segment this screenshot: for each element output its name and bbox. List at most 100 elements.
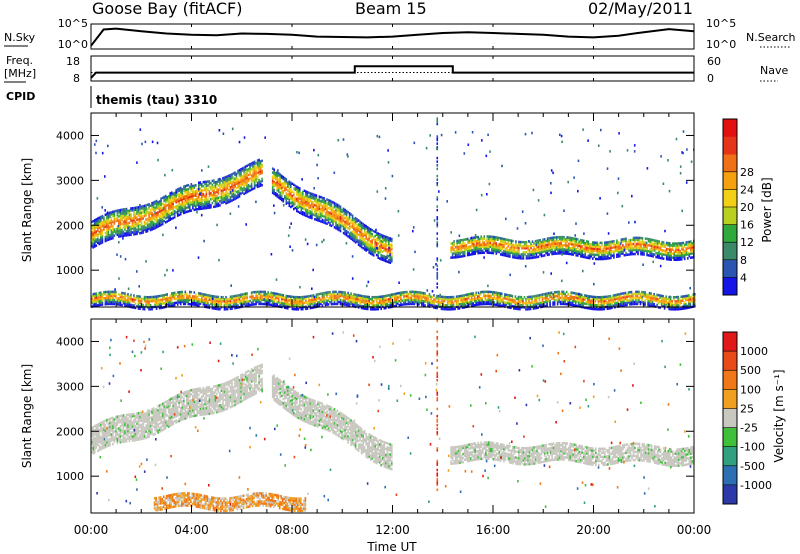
scatter-cell bbox=[463, 296, 465, 299]
scatter-cell bbox=[101, 231, 104, 234]
scatter-cell bbox=[311, 214, 313, 218]
scatter-cell bbox=[134, 214, 137, 218]
scatter-cell bbox=[372, 248, 375, 251]
scatter-cell bbox=[232, 178, 235, 181]
scatter-cell bbox=[229, 177, 232, 181]
scatter-cell bbox=[184, 201, 187, 204]
scatter-cell bbox=[530, 244, 532, 248]
scatter-cell bbox=[490, 296, 493, 300]
scatter-cell bbox=[632, 246, 635, 250]
scatter-cell bbox=[110, 233, 113, 236]
scatter-cell bbox=[356, 218, 358, 221]
scatter-cell bbox=[486, 235, 489, 238]
scatter-cell bbox=[107, 234, 110, 237]
scatter-cell bbox=[265, 294, 268, 298]
scatter-cell bbox=[404, 299, 407, 302]
scatter-cell bbox=[409, 298, 411, 302]
scatter-cell bbox=[110, 217, 113, 220]
scatter-cell bbox=[608, 250, 611, 254]
scatter-cell bbox=[121, 210, 123, 213]
scatter-cell bbox=[638, 246, 641, 250]
scatter-cell bbox=[451, 256, 454, 259]
scatter-cell bbox=[314, 218, 316, 221]
scatter-cell bbox=[682, 249, 684, 253]
scatter-cell bbox=[469, 294, 471, 298]
scatter-cell bbox=[187, 200, 190, 203]
scatter-cell bbox=[601, 253, 603, 257]
scatter-cell bbox=[176, 192, 179, 195]
scatter-cell bbox=[380, 253, 382, 257]
scatter-cell bbox=[448, 298, 450, 301]
scatter-cell bbox=[480, 235, 482, 238]
scatter-cell bbox=[458, 297, 461, 300]
scatter-cell bbox=[97, 227, 99, 230]
scatter-cell bbox=[551, 244, 553, 248]
scatter-cell bbox=[133, 300, 135, 303]
scatter-cell bbox=[300, 198, 303, 201]
scatter-cell bbox=[164, 303, 167, 307]
scatter-cell bbox=[661, 253, 663, 256]
scatter-cell bbox=[139, 301, 141, 304]
scatter-cell bbox=[106, 300, 108, 304]
scatter-cell bbox=[451, 308, 453, 311]
scatter-cell bbox=[455, 297, 458, 300]
scatter-cell bbox=[222, 180, 224, 184]
scatter-cell bbox=[314, 297, 316, 301]
scatter-cell bbox=[133, 206, 135, 210]
scatter-cell bbox=[179, 298, 182, 302]
scatter-cell bbox=[524, 241, 526, 244]
scatter-cell bbox=[287, 201, 289, 204]
scatter-cell bbox=[360, 243, 363, 247]
scatter-cell bbox=[306, 301, 309, 304]
scatter-cell bbox=[470, 294, 473, 297]
scatter-cell bbox=[181, 300, 184, 304]
scatter-cell bbox=[659, 248, 662, 252]
scatter-cell bbox=[353, 229, 355, 233]
scatter-cell bbox=[285, 296, 288, 300]
scatter-cell bbox=[457, 253, 460, 257]
scatter-cell bbox=[377, 297, 379, 301]
scatter-cell bbox=[160, 199, 162, 202]
scatter-cell bbox=[342, 219, 345, 223]
scatter-cell bbox=[440, 295, 443, 298]
scatter-cell bbox=[164, 293, 167, 297]
scatter-cell bbox=[179, 202, 182, 206]
scatter-cell bbox=[294, 295, 297, 299]
scatter-cell bbox=[300, 304, 303, 307]
scatter-cell bbox=[638, 240, 641, 244]
scatter-cell bbox=[478, 243, 481, 247]
scatter-cell bbox=[469, 247, 472, 250]
scatter-cell bbox=[371, 300, 373, 303]
scatter-cell bbox=[350, 221, 352, 224]
scatter-cell bbox=[309, 200, 312, 203]
scatter-cell bbox=[198, 292, 200, 295]
scatter-cell bbox=[101, 293, 104, 296]
scatter-cell bbox=[362, 224, 364, 228]
scatter-cell bbox=[457, 241, 460, 244]
scatter-cell bbox=[297, 198, 300, 201]
scatter-cell bbox=[658, 248, 660, 251]
scatter-cell bbox=[231, 199, 233, 202]
scatter-cell bbox=[259, 182, 262, 185]
scatter-cell bbox=[116, 303, 119, 306]
scatter-cell bbox=[267, 291, 269, 294]
scatter-cell bbox=[183, 201, 185, 205]
scatter-cell bbox=[280, 293, 283, 297]
scatter-cell bbox=[416, 297, 419, 300]
scatter-cell bbox=[176, 301, 179, 304]
scatter-cell bbox=[299, 205, 301, 208]
scatter-cell bbox=[540, 246, 543, 250]
scatter-cell bbox=[377, 250, 379, 253]
scatter-cell bbox=[476, 299, 479, 302]
scatter-cell bbox=[530, 242, 532, 246]
scatter-cell bbox=[259, 296, 262, 300]
scatter-cell bbox=[261, 165, 263, 169]
scatter-cell bbox=[297, 296, 300, 299]
scatter-cell bbox=[158, 220, 161, 223]
scatter-cell bbox=[92, 230, 95, 233]
scatter-cell bbox=[539, 249, 541, 252]
scatter-cell bbox=[677, 242, 680, 245]
scatter-cell bbox=[284, 176, 286, 180]
scatter-cell bbox=[602, 247, 605, 251]
scatter-cell bbox=[100, 301, 102, 304]
